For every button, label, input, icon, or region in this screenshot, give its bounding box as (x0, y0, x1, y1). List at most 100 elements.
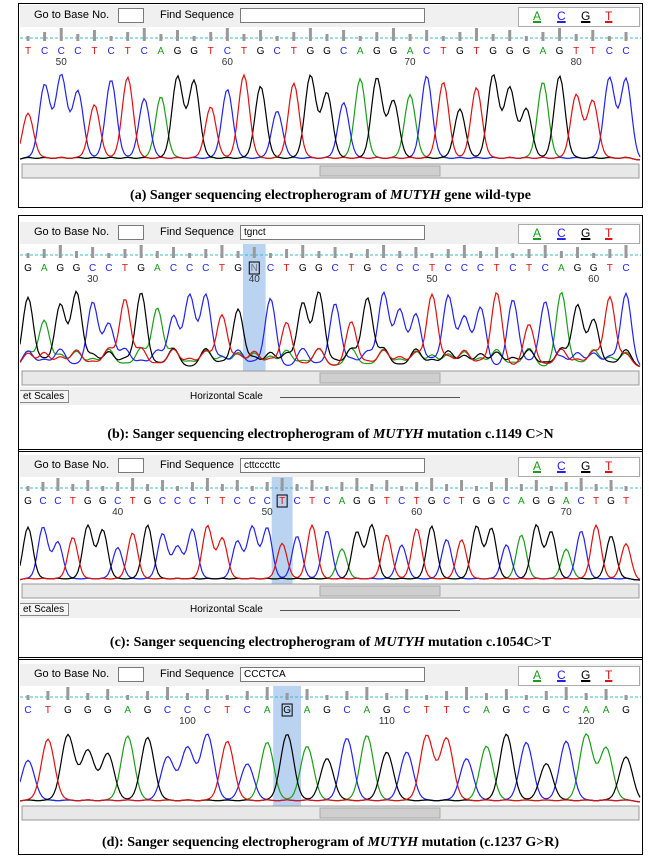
base-call: G (257, 46, 265, 57)
base-call: C (380, 263, 387, 274)
caption-gene: MUTYH (390, 188, 441, 203)
quality-bar (334, 247, 337, 258)
caption: (c): Sanger sequencing electropherogram … (18, 635, 643, 651)
base-call: C (249, 496, 256, 507)
base-call: C (622, 263, 629, 274)
base-call: C (204, 705, 211, 716)
quality-bar (447, 249, 450, 258)
quality-bar (400, 486, 403, 491)
quality-bar (191, 482, 194, 491)
quality-bar (625, 32, 628, 41)
base-call: C (234, 496, 241, 507)
quality-bar (580, 478, 583, 491)
base-key: A (533, 226, 541, 240)
base-key: G (581, 9, 590, 23)
quality-bar (326, 34, 329, 41)
caption-text: gene wild-type (441, 188, 531, 203)
quality-bar (326, 695, 329, 700)
scale-slider (280, 397, 460, 398)
find-input: cttcccttc (240, 458, 425, 473)
quality-bar (398, 251, 401, 258)
base-call: T (348, 263, 354, 274)
base-call: G (373, 46, 381, 57)
base-call: C (274, 46, 281, 57)
goto-label: Go to Base No. (34, 226, 109, 238)
base-key: T (605, 9, 612, 23)
base-call: T (494, 263, 500, 274)
quality-bar (27, 486, 30, 491)
screenshot: Go to Base No.Find SequenceACGTTCCCTCTCA… (20, 5, 641, 180)
base-call: C (331, 263, 338, 274)
base-call: C (202, 263, 209, 274)
base-key: T (605, 668, 612, 682)
goto-label: Go to Base No. (34, 668, 109, 680)
quality-bar (206, 478, 209, 491)
caption-text: (a) Sanger sequencing electropherogram o… (130, 188, 390, 203)
quality-bar (366, 249, 369, 258)
base-call: G (353, 496, 361, 507)
quality-bar (405, 689, 408, 700)
base-call: C (412, 263, 419, 274)
base-call: T (91, 46, 97, 57)
quality-bar (425, 30, 428, 41)
quality-bar (76, 34, 79, 41)
quality-bar (66, 687, 69, 700)
base-call: C (423, 46, 430, 57)
quality-bar (56, 478, 59, 491)
caption: (a) Sanger sequencing electropherogram o… (18, 188, 643, 204)
caption: (b): Sanger sequencing electropherogram … (18, 427, 643, 443)
quality-bar (550, 486, 553, 491)
base-key: G (581, 459, 590, 473)
base-call: G (299, 263, 307, 274)
quality-bar (110, 36, 113, 41)
quality-bar (326, 486, 329, 491)
quality-bar (370, 484, 373, 491)
quality-bar (365, 687, 368, 700)
base-call: T (204, 496, 210, 507)
quality-bar (595, 484, 598, 491)
quality-bar (592, 253, 595, 258)
reset-scales-button: et Scales (20, 390, 69, 403)
base-key: A (533, 459, 541, 473)
base-call: G (64, 705, 72, 716)
position-label: 40 (112, 507, 124, 518)
base-call: T (526, 263, 532, 274)
quality-bar (116, 482, 119, 491)
quality-bar (608, 36, 611, 41)
quality-bar (490, 482, 493, 491)
caption-gene: MUTYH (368, 835, 419, 850)
base-call: G (622, 705, 630, 716)
quality-bar (106, 689, 109, 700)
quality-bar (156, 251, 159, 258)
quality-bar (560, 251, 563, 258)
position-label: 70 (404, 57, 416, 68)
base-call: C (267, 263, 274, 274)
base-call: G (24, 496, 32, 507)
base-call: G (234, 263, 242, 274)
find-input: tgnct (240, 225, 425, 240)
base-call: G (104, 705, 112, 716)
quality-bar (93, 30, 96, 41)
base-call: C (74, 46, 81, 57)
base-key: C (557, 459, 566, 473)
base-call: C (509, 263, 516, 274)
base-call: C (186, 263, 193, 274)
quality-bar (409, 34, 412, 41)
quality-bar (382, 245, 385, 258)
quality-bar (186, 693, 189, 700)
quality-bar (143, 28, 146, 41)
quality-bar (236, 480, 239, 491)
quality-bar (442, 36, 445, 41)
base-key: A (533, 668, 541, 682)
base-key: A (533, 9, 541, 23)
base-call: C (54, 496, 61, 507)
quality-bar (251, 486, 254, 491)
position-label: 110 (379, 716, 395, 727)
base-call: C (39, 496, 46, 507)
quality-bar (605, 689, 608, 700)
base-call: C (89, 263, 96, 274)
base-call: T (424, 705, 430, 716)
base-call: T (284, 263, 290, 274)
